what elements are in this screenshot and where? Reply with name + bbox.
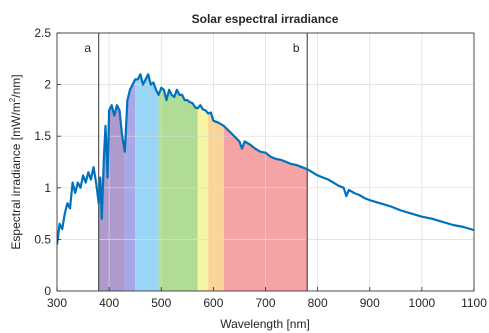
spectrum-band xyxy=(124,79,136,291)
marker-label: b xyxy=(293,41,300,55)
x-tick-label: 300 xyxy=(47,296,67,310)
y-axis-ticks: 0 0.5 1 1.5 2 2.5 xyxy=(34,26,61,298)
y-axis-label: Espectral irradiance [mW/m2/nm] xyxy=(8,74,23,249)
x-tick-label: 1000 xyxy=(409,296,436,310)
x-axis-ticks: 300 400 500 600 700 800 900 1000 1100 xyxy=(47,287,487,310)
spectrum-band xyxy=(208,112,224,291)
spectrum-band xyxy=(135,74,159,291)
x-tick-label: 600 xyxy=(203,296,223,310)
y-tick-label: 0.5 xyxy=(34,232,51,246)
x-tick-label: 900 xyxy=(360,296,380,310)
y-tick-label: 0 xyxy=(44,284,51,298)
y-tick-label: 1 xyxy=(44,181,51,195)
y-tick-label: 2 xyxy=(44,78,51,92)
x-tick-label: 1100 xyxy=(461,296,487,310)
spectrum-band xyxy=(197,105,209,291)
y-axis-label-sup: 2 xyxy=(8,97,17,102)
chart-title: Solar espectral irradiance xyxy=(192,12,339,26)
x-tick-label: 400 xyxy=(99,296,119,310)
x-tick-label: 800 xyxy=(308,296,328,310)
y-axis-label-main: Espectral irradiance [mW/m xyxy=(9,102,23,249)
marker-label: a xyxy=(84,41,91,55)
x-axis-label: Wavelength [nm] xyxy=(220,317,310,331)
y-axis-label-end: /nm] xyxy=(9,74,23,97)
y-tick-label: 2.5 xyxy=(34,26,51,40)
y-tick-label: 1.5 xyxy=(34,129,51,143)
spectrum-band xyxy=(158,87,198,291)
x-tick-label: 500 xyxy=(151,296,171,310)
x-tick-label: 700 xyxy=(255,296,275,310)
irradiance-line xyxy=(57,73,474,245)
